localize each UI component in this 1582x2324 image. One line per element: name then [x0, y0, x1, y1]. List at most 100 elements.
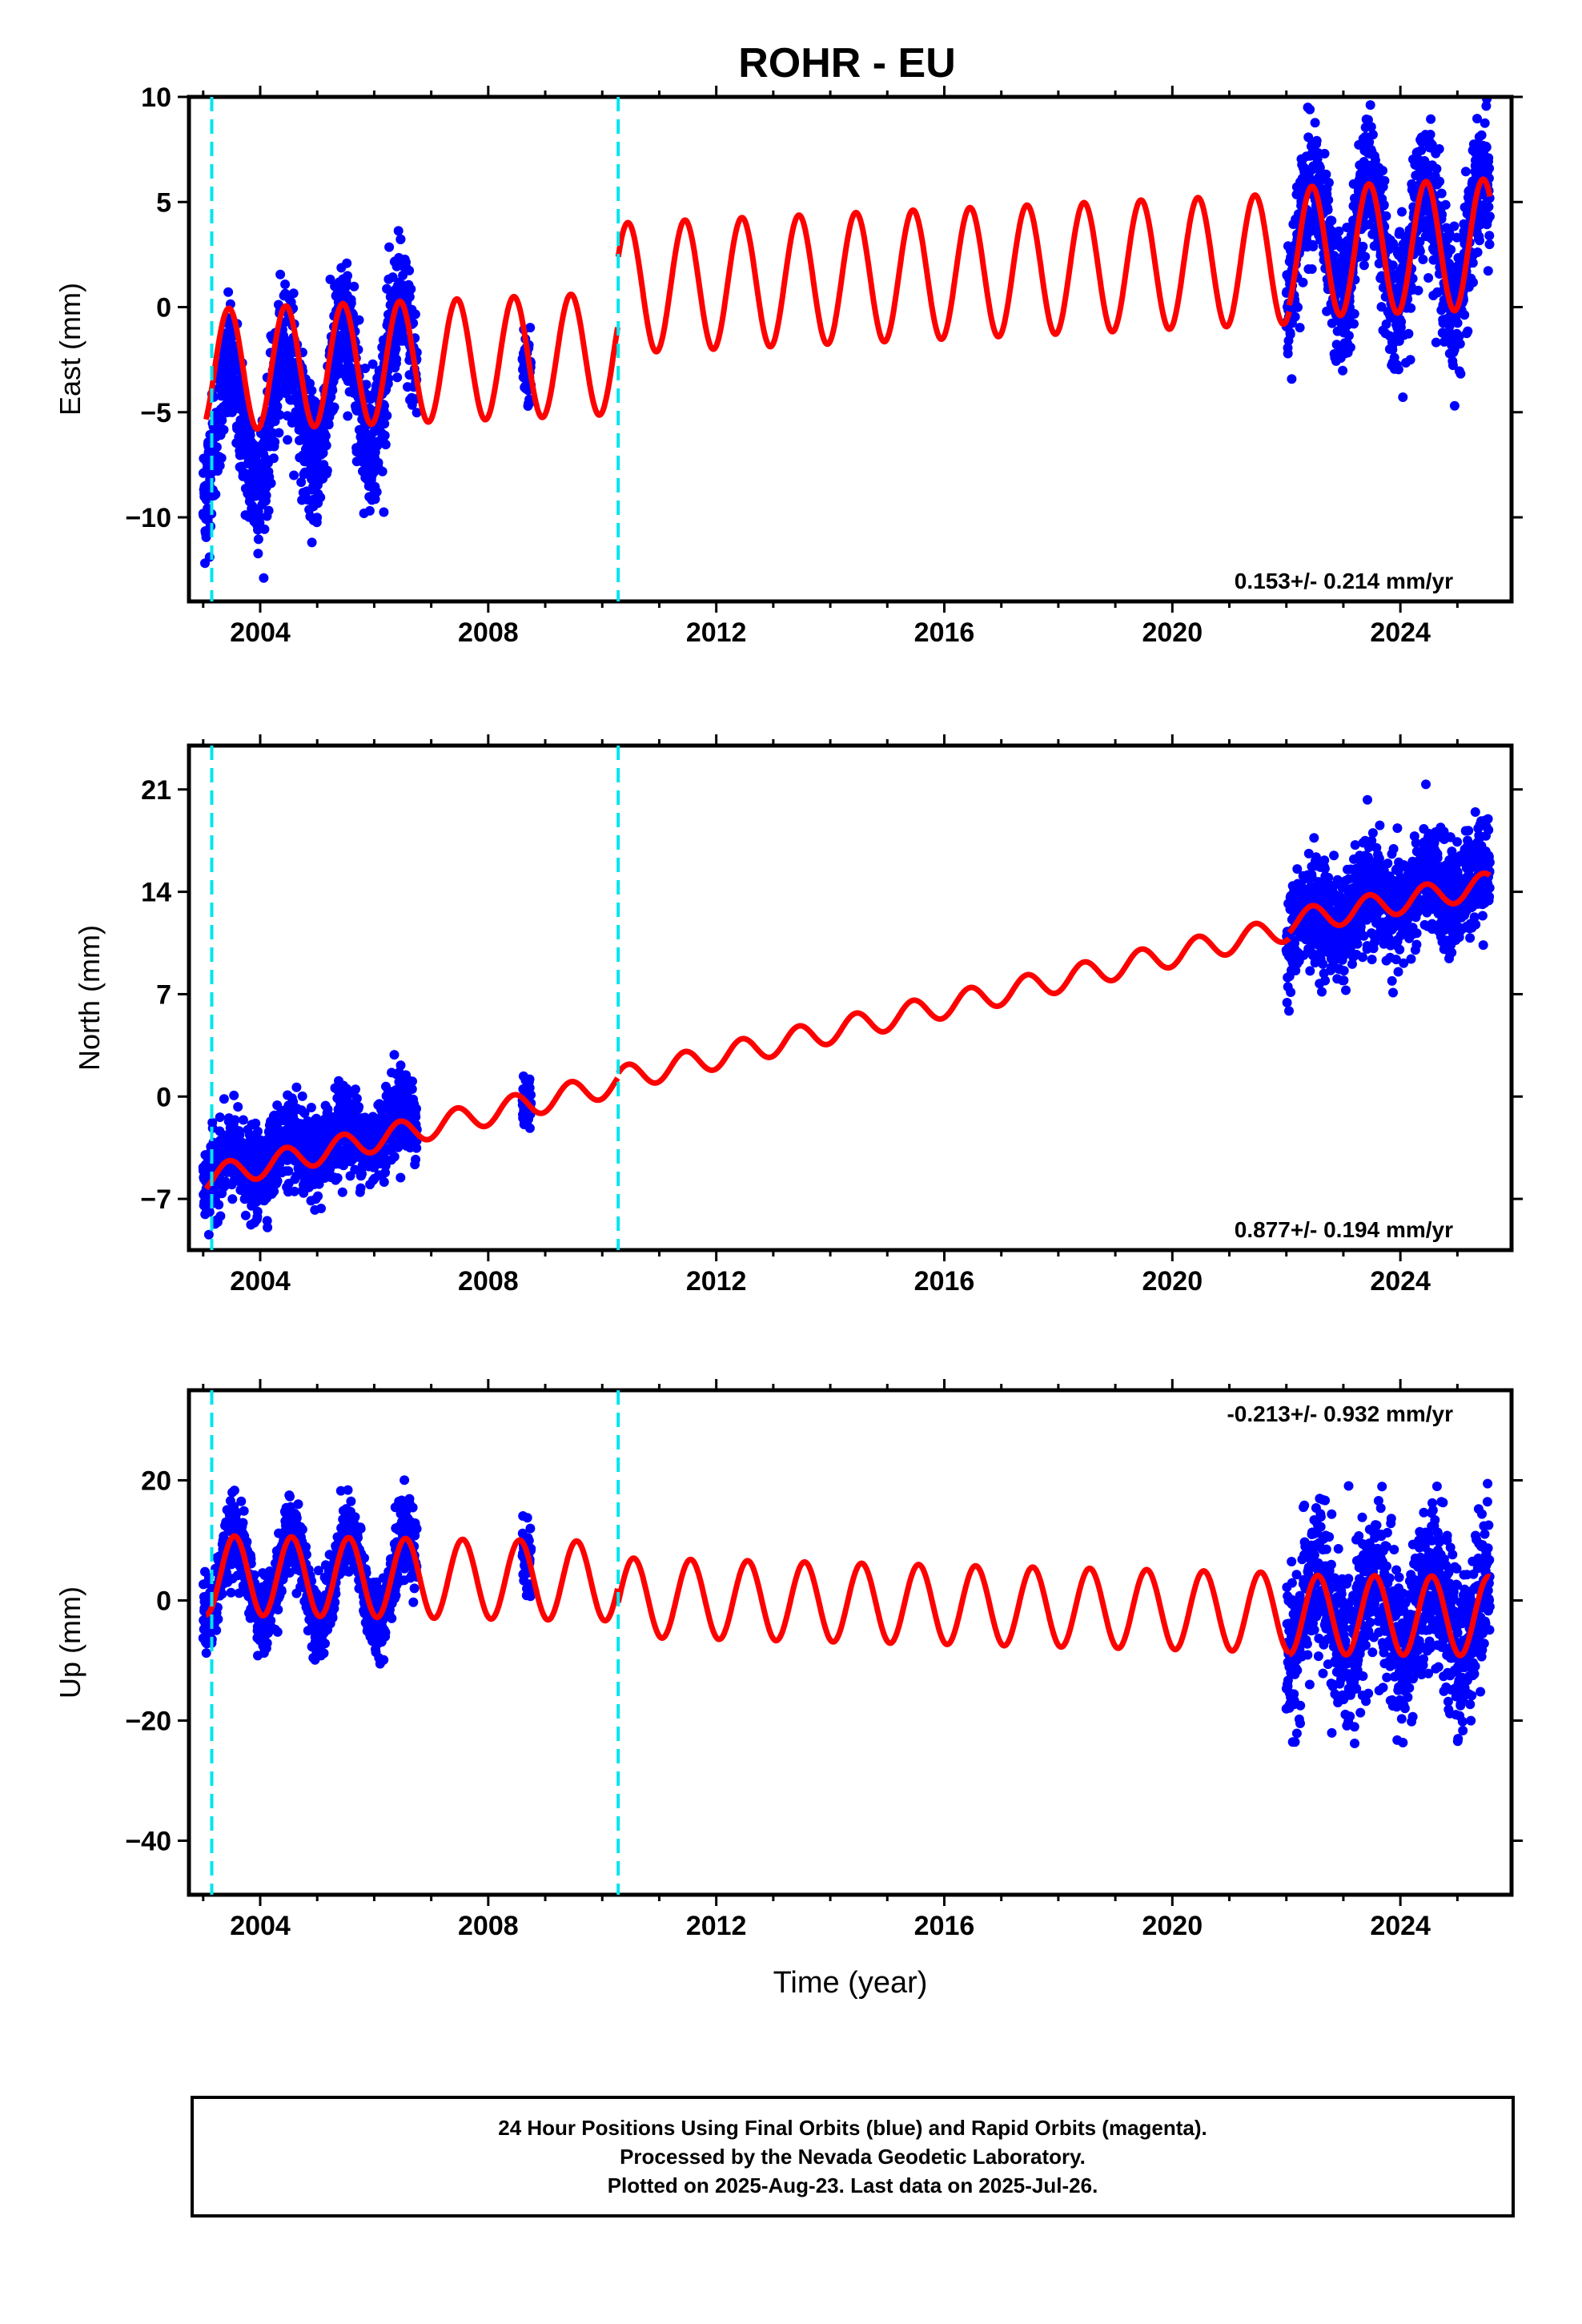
east-data-point	[1484, 202, 1494, 212]
east-data-point	[1319, 148, 1330, 159]
north-data-point	[332, 1173, 343, 1183]
east-data-point	[1396, 316, 1407, 327]
east-data-point	[1449, 400, 1460, 411]
east-data-point	[1484, 211, 1495, 222]
east-panel: East (mm) 0.153+/- 0.214 mm/yr 1050−5−10…	[54, 82, 1523, 648]
north-data-point	[272, 1176, 283, 1186]
east-data-segment-0	[198, 226, 422, 583]
north-data-point	[337, 1187, 347, 1197]
east-data-point	[283, 435, 293, 445]
north-data-point	[252, 1206, 263, 1216]
east-data-point	[321, 440, 331, 451]
east-xtick-label: 2024	[1370, 617, 1431, 648]
east-data-point	[1393, 364, 1403, 375]
north-data-point	[1309, 833, 1319, 843]
east-data-point	[274, 428, 284, 438]
east-data-point	[1403, 328, 1414, 339]
north-data-point	[1347, 959, 1357, 969]
east-data-point	[396, 234, 406, 244]
east-xtick-label: 2016	[914, 617, 975, 648]
east-data-point	[1305, 104, 1315, 115]
north-data-point	[251, 1118, 261, 1128]
east-data-point	[387, 272, 398, 283]
east-ylabel: East (mm)	[54, 283, 86, 416]
east-data-point	[327, 385, 338, 396]
east-data-point	[412, 408, 422, 418]
east-data-point	[1406, 303, 1416, 313]
north-data-segment-0	[198, 1050, 422, 1240]
north-data-point	[350, 1164, 360, 1175]
east-data-point	[289, 470, 299, 480]
east-data-point	[1468, 277, 1478, 287]
north-data-point	[1367, 828, 1378, 838]
east-data-point	[1307, 264, 1317, 274]
north-data-point	[283, 1166, 294, 1176]
east-data-point	[525, 323, 536, 333]
north-data-point	[289, 1186, 299, 1196]
north-data-point	[396, 1172, 406, 1183]
east-data-point	[201, 532, 211, 542]
east-data-point	[1436, 188, 1447, 199]
east-data-point	[217, 415, 227, 425]
north-data-point	[1318, 959, 1328, 969]
north-data-point	[1320, 975, 1331, 986]
north-data-point	[1432, 853, 1443, 863]
east-data-point	[322, 465, 332, 476]
north-data-point	[389, 1050, 400, 1060]
east-data-point	[1431, 163, 1442, 174]
east-data-point	[1364, 137, 1375, 147]
east-data-point	[1481, 142, 1492, 152]
north-data-point	[1339, 966, 1349, 976]
east-data-segment-2	[1281, 97, 1495, 411]
north-data-point	[215, 1211, 226, 1221]
east-data-point	[1418, 255, 1428, 264]
east-data-point	[1427, 139, 1437, 150]
east-data-point	[1472, 247, 1483, 257]
east-xtick-label: 2020	[1142, 617, 1203, 648]
east-data-point	[1446, 244, 1456, 255]
north-data-point	[1478, 940, 1488, 951]
east-data-point	[1293, 302, 1303, 312]
east-data-point	[342, 258, 352, 268]
north-data-point	[1329, 850, 1339, 861]
north-data-point	[1383, 858, 1393, 869]
east-ytick-label: 10	[141, 82, 171, 113]
north-data-point	[214, 1200, 224, 1210]
east-data-point	[1315, 163, 1325, 173]
east-data-point	[392, 372, 403, 383]
east-data-point	[391, 344, 401, 354]
north-data-point	[1363, 794, 1372, 805]
north-data-point	[1471, 919, 1481, 930]
north-data-point	[1367, 835, 1377, 846]
chart-title: ROHR - EU	[738, 40, 956, 86]
east-model-curve-2	[1286, 176, 1493, 319]
north-data-point	[1305, 966, 1315, 976]
north-data-point	[524, 1083, 535, 1093]
north-data-point	[1421, 779, 1431, 790]
north-data-point	[354, 1102, 364, 1112]
east-data-point	[1345, 342, 1355, 352]
north-data-point	[240, 1210, 251, 1220]
east-data-point	[379, 430, 390, 440]
north-data-point	[204, 1207, 215, 1217]
east-data-point	[1343, 331, 1354, 341]
north-data-point	[306, 1103, 316, 1112]
east-data-point	[1303, 132, 1314, 143]
east-data-point	[406, 284, 416, 294]
north-data-point	[238, 1115, 248, 1125]
east-data-point	[223, 287, 234, 297]
north-data-point	[355, 1183, 366, 1193]
east-data-point	[1365, 100, 1375, 111]
east-data-point	[263, 505, 274, 516]
east-data-point	[1371, 155, 1380, 166]
north-data-point	[1317, 987, 1327, 997]
east-data-point	[1387, 344, 1398, 355]
east-data-point	[329, 402, 339, 412]
east-data-point	[1398, 392, 1408, 402]
east-data-point	[379, 507, 389, 517]
north-data-point	[1311, 852, 1321, 862]
north-data-point	[339, 1160, 349, 1171]
east-data-point	[216, 453, 227, 463]
east-data-point	[307, 537, 317, 548]
north-data-point	[379, 1177, 389, 1187]
